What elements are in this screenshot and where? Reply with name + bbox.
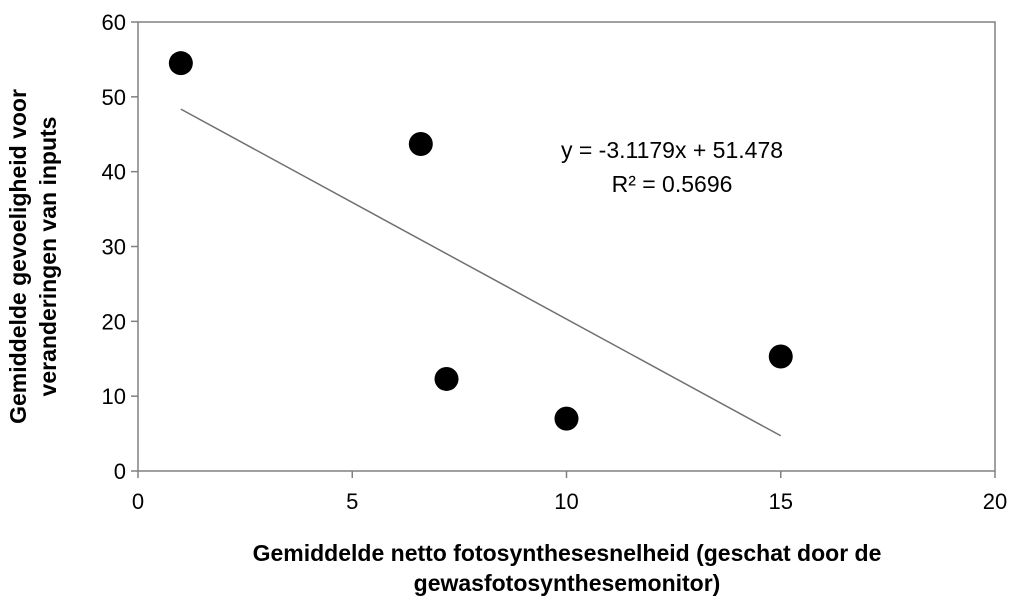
- y-axis-title-line-1: Gemiddelde gevoeligheid voor: [5, 89, 31, 424]
- data-points: [168, 51, 793, 431]
- y-tick-label: 40: [102, 160, 126, 185]
- data-point: [168, 51, 193, 76]
- data-point: [408, 131, 433, 156]
- x-tick-label: 10: [554, 489, 578, 514]
- x-axis-title-line-2: gewasfotosynthesemonitor): [414, 570, 721, 596]
- y-tick-label: 50: [102, 85, 126, 110]
- y-tick-label: 10: [102, 384, 126, 409]
- y-tick-label: 60: [102, 10, 126, 35]
- x-tick-label: 5: [346, 489, 358, 514]
- y-tick-label: 30: [102, 235, 126, 260]
- y-axis-ticks: 0 10 20 30 40 50 60: [102, 10, 138, 484]
- x-axis-title-line-1: Gemiddelde netto fotosynthesesnelheid (g…: [253, 540, 882, 566]
- data-point: [554, 406, 579, 431]
- data-point: [434, 366, 459, 391]
- x-axis-ticks: 0 5 10 15 20: [132, 471, 1007, 514]
- x-tick-label: 15: [769, 489, 793, 514]
- y-axis-title-line-2: veranderingen van inputs: [35, 117, 61, 397]
- trendline-equation: y = -3.1179x + 51.478: [561, 137, 783, 163]
- plot-area: [137, 21, 996, 472]
- x-tick-label: 0: [132, 489, 144, 514]
- y-tick-label: 0: [114, 459, 126, 484]
- y-tick-label: 20: [102, 309, 126, 334]
- trendline: [180, 108, 782, 437]
- data-point: [768, 344, 793, 369]
- r-squared-label: R² = 0.5696: [612, 171, 733, 197]
- x-tick-label: 20: [983, 489, 1007, 514]
